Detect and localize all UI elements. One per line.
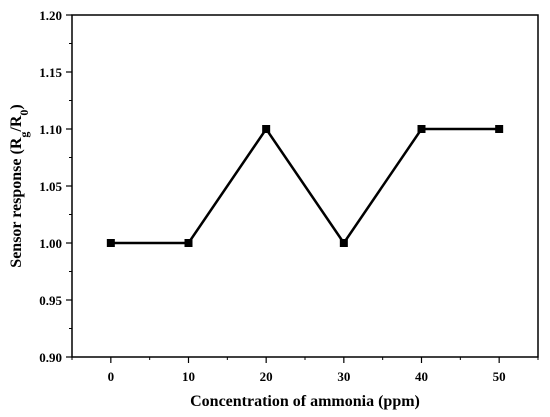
y-tick-label: 1.20 xyxy=(39,8,62,23)
y-tick-label: 1.15 xyxy=(39,65,62,80)
data-point-marker xyxy=(339,239,348,247)
y-axis-title-prefix: Sensor response (R xyxy=(8,137,25,268)
x-tick-label: 20 xyxy=(260,369,273,384)
x-tick-label: 0 xyxy=(108,369,115,384)
data-point-marker xyxy=(495,125,504,133)
data-point-marker xyxy=(184,239,193,247)
y-axis-title: Sensor response (Rg/R0) xyxy=(8,104,31,267)
x-axis-title: Concentration of ammonia (ppm) xyxy=(190,393,420,410)
y-tick-label: 0.90 xyxy=(39,350,62,365)
x-tick-label: 30 xyxy=(337,369,350,384)
data-point-marker xyxy=(262,125,271,133)
y-axis-title-sub-0: 0 xyxy=(17,110,31,116)
y-axis-title-mid: /R xyxy=(8,115,25,132)
y-tick-label: 0.95 xyxy=(39,293,62,308)
x-tick-label: 10 xyxy=(182,369,195,384)
data-point-marker xyxy=(417,125,426,133)
y-tick-label: 1.00 xyxy=(39,236,62,251)
x-tick-label: 40 xyxy=(415,369,428,384)
x-axis-ticks: 0 10 20 30 40 50 xyxy=(71,357,539,384)
series-line xyxy=(110,126,500,246)
data-point-marker xyxy=(106,239,115,247)
series-group xyxy=(106,125,504,247)
y-tick-label: 1.10 xyxy=(39,122,62,137)
y-tick-label: 1.05 xyxy=(39,179,62,194)
y-axis-title-sub-g: g xyxy=(17,132,31,138)
y-axis-ticks: 0.90 0.95 1.00 1.05 1.10 1.15 1.20 xyxy=(39,8,72,365)
x-tick-label: 50 xyxy=(493,369,506,384)
y-axis-title-suffix: ) xyxy=(8,104,25,109)
